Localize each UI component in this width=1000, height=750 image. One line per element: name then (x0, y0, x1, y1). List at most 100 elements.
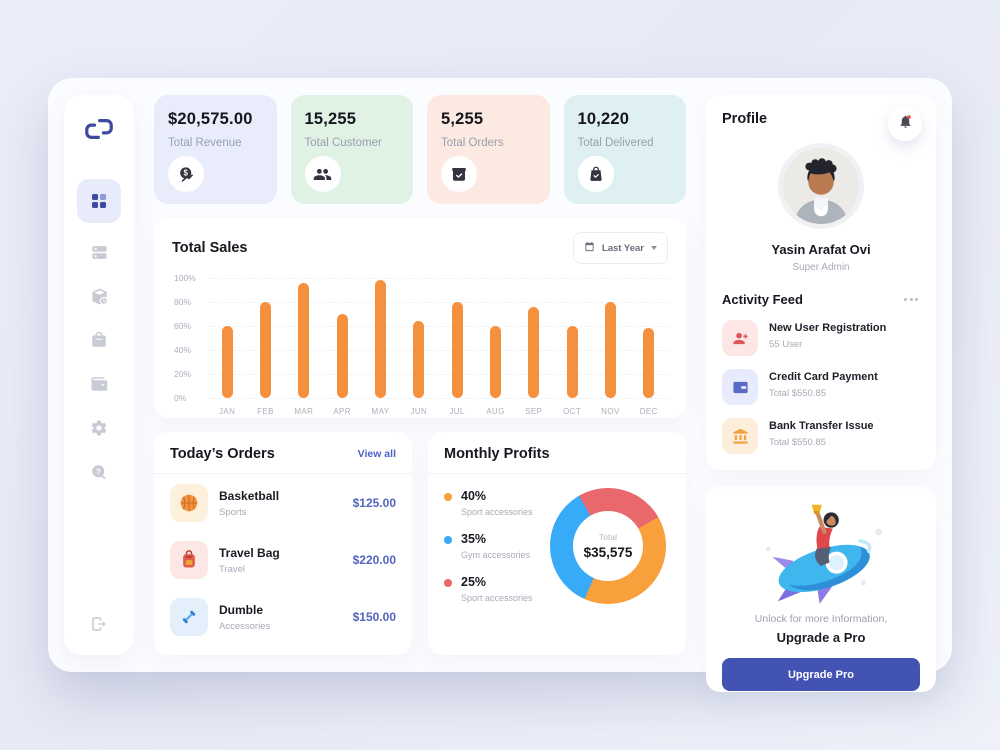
legend-pct: 25% (461, 575, 487, 589)
s-link-logo-icon (81, 111, 117, 152)
x-tick-label: JUN (410, 407, 428, 416)
profile-title: Profile (722, 111, 768, 127)
donut-center: Total $35,575 (573, 511, 643, 581)
stat-value: 10,220 (577, 110, 630, 128)
stat-card-total-revenue: $20,575.00 Total Revenue $ (154, 95, 277, 204)
legend-pct: 35% (461, 532, 487, 546)
coin-growth-icon: $ (168, 156, 204, 192)
order-row-basketball[interactable]: Basketball Sports $125.00 (170, 474, 396, 531)
notifications-button[interactable] (888, 107, 922, 141)
legend-label: Gym accessories (461, 550, 531, 560)
order-item-price: $150.00 (352, 610, 396, 624)
bar-jan (221, 326, 233, 398)
gridline (208, 302, 668, 303)
bell-icon (898, 114, 913, 134)
stat-value: 5,255 (441, 110, 484, 128)
gridline (208, 374, 668, 375)
profile-card: Profile (706, 95, 936, 470)
order-row-dumble[interactable]: Dumble Accessories $150.00 (170, 588, 396, 645)
order-item-name: Basketball (219, 488, 280, 503)
list-icon (90, 243, 109, 262)
donut-total-label: Total (599, 532, 617, 542)
bank-icon (722, 418, 758, 454)
donut-total-value: $35,575 (583, 545, 633, 560)
gridline (208, 278, 668, 279)
basketball-icon (170, 484, 208, 522)
bar-chart-plot (208, 278, 668, 399)
view-all-link[interactable]: View all (357, 448, 396, 460)
activity-item-subtitle: Total $550.85 (769, 388, 827, 399)
bar-feb (259, 302, 271, 398)
order-row-travel-bag[interactable]: Travel Bag Travel $220.00 (170, 531, 396, 588)
order-item-category: Travel (219, 563, 246, 575)
profile-name: Yasin Arafat Ovi (771, 242, 871, 257)
credit-card-icon (722, 369, 758, 405)
activity-item-title: Bank Transfer Issue (769, 420, 874, 432)
upgrade-pro-button[interactable]: Upgrade Pro (722, 658, 920, 691)
svg-text:?: ? (96, 467, 101, 476)
bar-jun (413, 321, 425, 398)
legend-dot (444, 493, 452, 501)
legend-label: Sport accessories (461, 507, 533, 517)
stat-value: 15,255 (304, 110, 357, 128)
bar-chart: 100% 80% 60% 40% 20% 0% (172, 273, 668, 403)
help-icon: ? (90, 463, 108, 481)
dumbbell-icon (170, 598, 208, 636)
bar-oct (566, 326, 578, 398)
avatar (778, 143, 864, 229)
activity-item-subtitle: 55 User (769, 339, 803, 350)
rocket-rider-illustration (722, 498, 920, 609)
x-tick-label: APR (333, 407, 351, 416)
legend-item-sport2: 25% Sport accessories (444, 575, 533, 603)
sidebar-item-shop[interactable] (77, 325, 121, 355)
sidebar-item-wallet[interactable] (77, 369, 121, 399)
total-sales-card: Total Sales Last Year 100% 80% 60% 40% 20% 0% (154, 218, 686, 418)
box-clock-icon (90, 287, 109, 306)
stat-card-total-delivered: 10,220 Total Delivered (563, 95, 686, 204)
grid-icon (90, 192, 108, 210)
sidebar-item-settings[interactable] (77, 413, 121, 443)
more-dots-icon[interactable] (902, 294, 920, 305)
sales-period-dropdown[interactable]: Last Year (572, 232, 668, 264)
activity-feed-title: Activity Feed (722, 292, 803, 307)
sidebar-item-logout[interactable] (77, 609, 121, 639)
sidebar-item-support[interactable]: ? (77, 457, 121, 487)
sidebar-item-dashboard[interactable] (77, 179, 121, 223)
order-box-icon (441, 156, 477, 192)
backpack-icon (170, 541, 208, 579)
activity-item-payment: Credit Card Payment Total $550.85 (722, 369, 920, 405)
order-item-category: Accessories (219, 620, 271, 632)
x-tick-label: JAN (219, 407, 236, 416)
sidebar-item-products[interactable] (77, 281, 121, 311)
sidebar-item-orders[interactable] (77, 237, 121, 267)
divider (154, 473, 412, 474)
x-tick-label: MAR (294, 407, 314, 416)
customers-icon (304, 156, 341, 192)
activity-item-subtitle: Total $550.85 (769, 437, 827, 448)
x-tick-label: NOV (601, 407, 620, 416)
app-logo[interactable] (77, 109, 121, 153)
x-tick-label: FEB (257, 407, 274, 416)
legend-item-sport: 40% Sport accessories (444, 489, 533, 517)
upgrade-title: Upgrade a Pro (776, 630, 866, 645)
upgrade-card: Unlock for more Information, Upgrade a P… (706, 486, 936, 692)
bar-dec (643, 328, 655, 398)
bar-mar (298, 282, 310, 398)
stat-card-total-customer: 15,255 Total Customer (290, 95, 413, 204)
legend-dot (444, 579, 452, 587)
stat-label: Total Customer (304, 137, 382, 149)
x-tick-label: DEC (639, 407, 658, 416)
svg-text:$: $ (183, 168, 188, 177)
stat-label: Total Delivered (577, 137, 654, 149)
total-sales-title: Total Sales (172, 240, 248, 256)
sales-period-value: Last Year (601, 242, 644, 254)
gear-icon (90, 419, 108, 437)
donut-chart: Total $35,575 (550, 488, 666, 604)
dashboard-window: ? $20,575.00 (48, 78, 952, 692)
stat-card-total-orders: 5,255 Total Orders (427, 95, 550, 204)
wallet-icon (90, 375, 108, 393)
bag-icon (90, 331, 108, 349)
order-item-price: $125.00 (352, 496, 396, 510)
x-tick-label: JUL (449, 407, 465, 416)
stat-value: $20,575.00 (168, 110, 253, 128)
